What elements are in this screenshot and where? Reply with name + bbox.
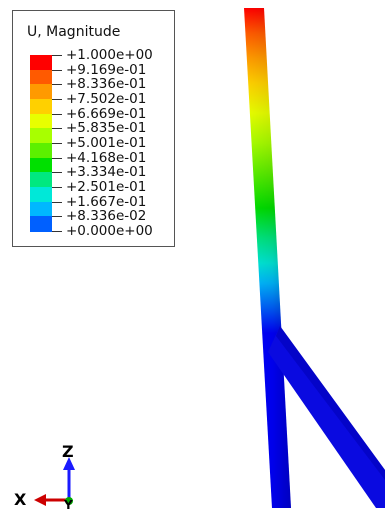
axis-triad: Z X Y — [0, 430, 110, 512]
legend-tick — [52, 69, 62, 71]
legend-swatch — [30, 216, 52, 232]
legend-tick — [52, 201, 62, 203]
legend-level-label: +4.168e-01 — [66, 149, 147, 166]
legend-level-label: +1.667e-01 — [66, 193, 147, 210]
legend-swatch — [30, 113, 52, 129]
legend-tick — [52, 216, 62, 218]
z-axis-label: Z — [62, 442, 74, 461]
legend-level-label: +9.169e-01 — [66, 61, 147, 78]
legend-swatch — [30, 128, 52, 144]
legend-swatch — [30, 69, 52, 85]
legend-level-label: +7.502e-01 — [66, 91, 147, 107]
legend-tick — [52, 113, 62, 115]
legend-swatch — [30, 187, 52, 203]
legend-level-label: +5.835e-01 — [66, 120, 147, 137]
legend-swatch — [30, 172, 52, 188]
triad-arrows-icon — [34, 457, 75, 506]
y-axis-label: Y — [64, 498, 73, 512]
legend-swatch — [30, 157, 52, 173]
legend-tick — [52, 128, 62, 130]
legend-level-label: +6.669e-01 — [66, 105, 147, 122]
legend-tick — [52, 187, 62, 189]
legend-level-label: +0.000e+00 — [66, 223, 153, 240]
legend-tick — [52, 99, 62, 100]
legend-color-bar — [30, 55, 52, 232]
legend-level-label: +5.001e-01 — [66, 135, 147, 152]
legend-tick — [52, 231, 62, 233]
legend-tick — [52, 157, 62, 159]
legend-swatch — [30, 143, 52, 159]
legend-title: U, Magnitude — [27, 24, 121, 40]
legend-level-label: +1.000e+00 — [66, 47, 153, 63]
legend-swatch — [30, 99, 52, 115]
legend-swatch — [30, 201, 52, 217]
legend-swatch — [30, 55, 52, 71]
x-axis-label: X — [14, 490, 27, 509]
legend-tick — [52, 172, 62, 174]
legend-swatch — [30, 84, 52, 100]
legend-level-label: +8.336e-02 — [66, 208, 147, 225]
contour-legend: U, Magnitude +1.000e+00 +9.169e-01 +8.336e… — [12, 10, 175, 247]
legend-level-label: +3.334e-01 — [66, 164, 147, 181]
legend-tick — [52, 84, 62, 86]
legend-level-label: +8.336e-01 — [66, 76, 147, 93]
brace-member — [268, 326, 385, 508]
legend-level-label: +2.501e-01 — [66, 179, 147, 196]
legend-tick — [52, 143, 62, 145]
legend-tick — [52, 55, 62, 56]
